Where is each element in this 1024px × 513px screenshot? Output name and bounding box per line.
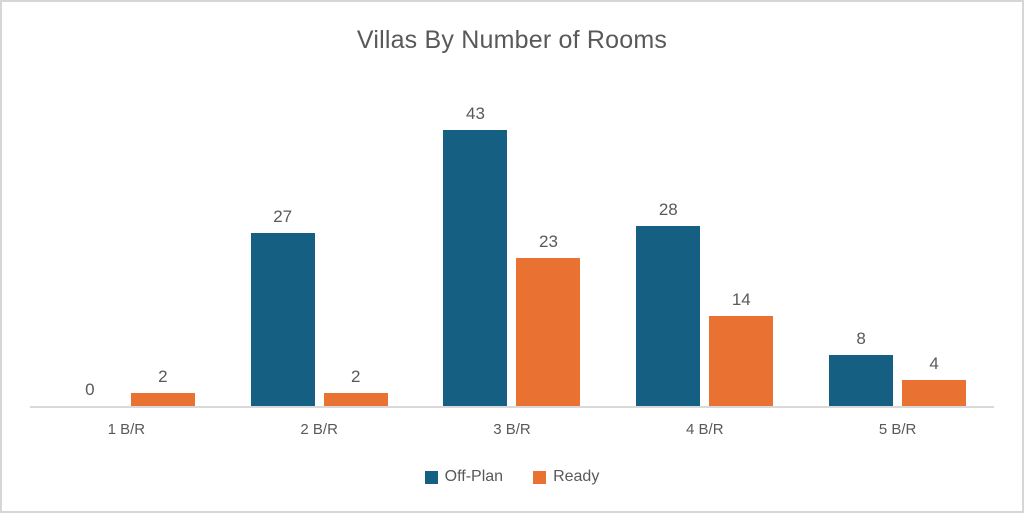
bar-column: 2 <box>130 86 195 406</box>
bar-value-label: 2 <box>350 367 361 386</box>
bar-value-label: 28 <box>658 200 678 219</box>
x-axis-label: 3 B/R <box>493 421 531 438</box>
x-axis-label: 5 B/R <box>878 421 917 438</box>
bar-ready <box>130 393 195 406</box>
bar-group: 43 23 <box>443 86 581 406</box>
bar-off-plan <box>250 233 315 406</box>
x-axis-line <box>30 406 994 408</box>
legend-item-ready: Ready <box>533 468 599 486</box>
bar-value-label: 14 <box>731 290 751 309</box>
legend-label: Ready <box>553 468 600 485</box>
bar-ready <box>902 380 967 406</box>
x-axis-labels: 1 B/R 2 B/R 3 B/R 4 B/R 5 B/R <box>30 421 994 438</box>
bar-column: 23 <box>516 86 581 406</box>
bar-ready <box>516 258 581 406</box>
chart-title: Villas By Number of Rooms <box>356 26 668 54</box>
bar-column: 28 <box>636 86 701 406</box>
legend-swatch-icon <box>533 470 547 484</box>
bar-column: 2 <box>323 86 388 406</box>
bar-value-label: 4 <box>929 354 939 373</box>
bar-column: 14 <box>709 86 774 406</box>
bar-off-plan <box>636 226 701 406</box>
bar-value-label: 8 <box>856 329 866 348</box>
bar-value-label: 2 <box>158 367 168 386</box>
bar-ready <box>709 316 774 406</box>
bar-off-plan <box>443 130 508 406</box>
x-axis-label: 2 B/R <box>300 421 338 438</box>
bar-column: 27 <box>250 86 315 406</box>
x-axis-label: 1 B/R <box>107 421 146 438</box>
x-axis-label: 4 B/R <box>686 421 724 438</box>
bar-ready <box>323 393 388 406</box>
bar-column: 0 <box>58 86 122 406</box>
bar-column: 43 <box>443 86 508 406</box>
bar-column: 8 <box>829 86 894 406</box>
legend-label: Off-Plan <box>444 468 504 485</box>
bar-off-plan <box>829 355 894 406</box>
bar-value-label: 23 <box>539 232 558 251</box>
chart-legend: Off-Plan Ready <box>2 468 1022 486</box>
plot-area: 0 2 27 2 43 23 28 14 8 4 <box>30 86 994 406</box>
bar-value-label: 43 <box>466 104 485 123</box>
bar-value-label: 27 <box>273 207 293 226</box>
bar-value-label: 0 <box>85 380 95 399</box>
legend-swatch-icon <box>424 470 438 484</box>
bar-group: 27 2 <box>250 86 388 406</box>
bar-column: 4 <box>902 86 967 406</box>
legend-item-off-plan: Off-Plan <box>424 468 504 486</box>
bar-group: 28 14 <box>636 86 774 406</box>
